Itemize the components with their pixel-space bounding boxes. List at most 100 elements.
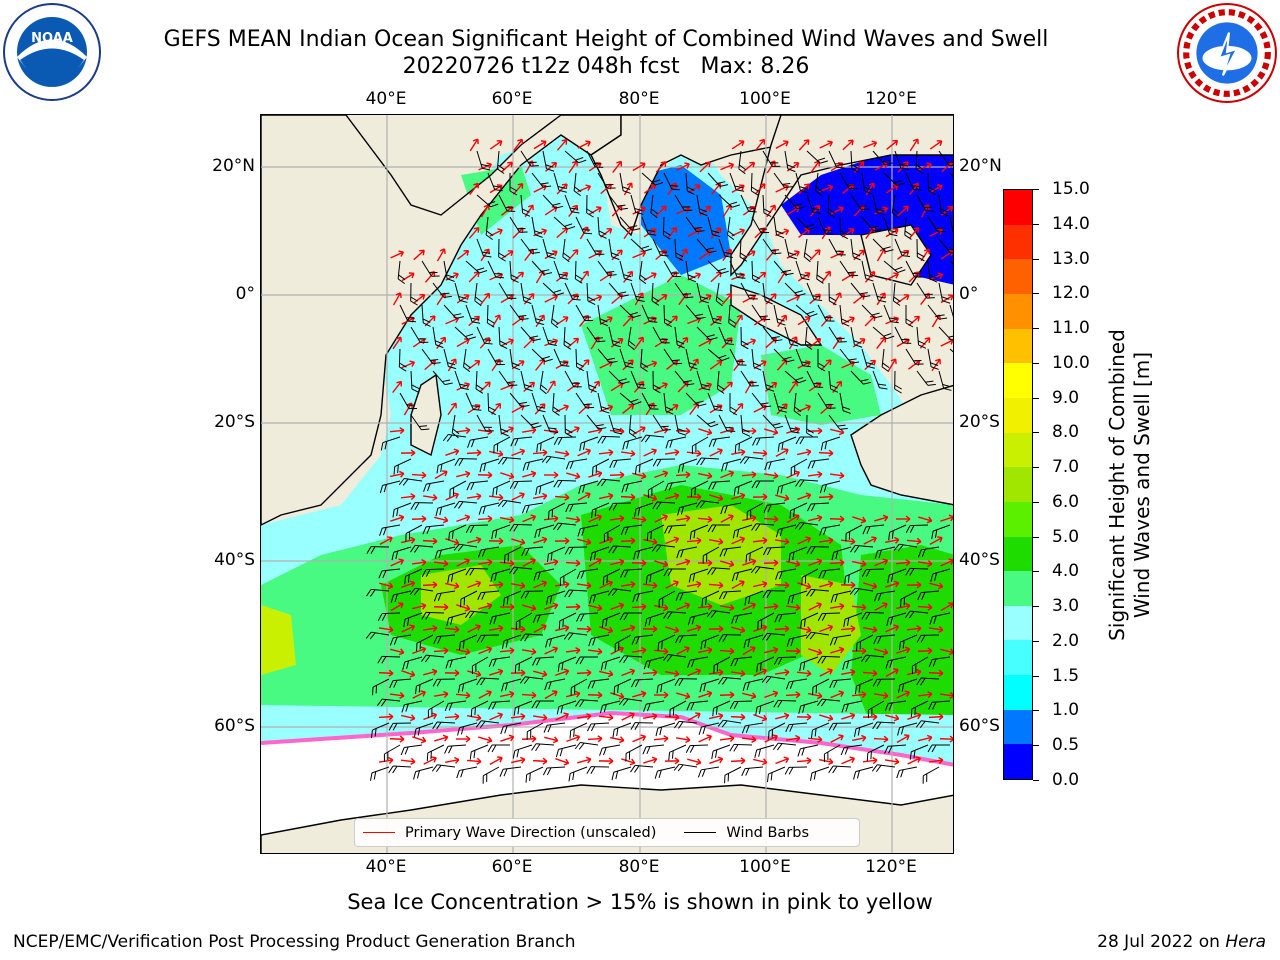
wind-barb bbox=[698, 722, 720, 735]
wave-arrow bbox=[544, 690, 558, 700]
wave-arrow bbox=[775, 756, 790, 765]
wave-arrow bbox=[555, 712, 569, 721]
wind-barb bbox=[568, 766, 588, 782]
wind-barb bbox=[839, 216, 848, 240]
wave-arrow bbox=[554, 493, 570, 501]
wind-barb bbox=[685, 172, 695, 195]
wind-barb bbox=[393, 458, 412, 475]
wave-arrow bbox=[874, 206, 889, 215]
wind-barb bbox=[841, 700, 863, 713]
wind-barb bbox=[707, 304, 722, 325]
wind-barb bbox=[378, 568, 401, 579]
wind-barb bbox=[531, 216, 543, 238]
wind-barb bbox=[545, 634, 566, 648]
wave-arrow bbox=[807, 470, 823, 479]
wind-barb bbox=[806, 150, 829, 164]
wind-barb bbox=[509, 523, 533, 532]
wave-arrow bbox=[455, 691, 471, 699]
wave-arrow bbox=[556, 139, 568, 151]
wave-arrow bbox=[480, 292, 491, 305]
wave-arrow bbox=[445, 448, 460, 456]
wind-barb bbox=[476, 326, 493, 345]
wind-barb bbox=[369, 766, 390, 781]
wave-arrow bbox=[653, 647, 669, 655]
wind-barb bbox=[655, 722, 676, 737]
wave-arrow bbox=[720, 162, 735, 171]
wave-arrow bbox=[588, 206, 602, 216]
wind-barb bbox=[929, 612, 951, 625]
wind-barb bbox=[739, 238, 748, 262]
wind-barb bbox=[784, 282, 806, 297]
wave-arrow bbox=[862, 757, 878, 765]
wind-barb bbox=[467, 436, 489, 448]
wave-arrow bbox=[466, 757, 482, 765]
wave-arrow bbox=[390, 250, 405, 259]
wave-arrow bbox=[566, 734, 581, 743]
wind-barb bbox=[413, 722, 434, 737]
wind-barb bbox=[509, 216, 528, 233]
wave-arrow bbox=[818, 493, 834, 501]
wind-barb bbox=[854, 678, 874, 695]
wave-arrow bbox=[687, 228, 701, 238]
wind-barb bbox=[493, 436, 511, 454]
wind-barb bbox=[586, 722, 610, 732]
wind-barb bbox=[652, 370, 661, 394]
wind-barb bbox=[800, 612, 819, 629]
wind-barb bbox=[674, 634, 698, 644]
wave-arrow bbox=[588, 294, 603, 303]
wind-barb bbox=[380, 436, 401, 451]
wind-barb bbox=[708, 480, 731, 490]
wind-barb bbox=[873, 590, 896, 602]
wind-barb bbox=[619, 216, 641, 231]
wave-arrow bbox=[699, 161, 711, 173]
wind-barb bbox=[928, 700, 951, 710]
wind-barb bbox=[426, 744, 445, 761]
wave-arrow bbox=[643, 360, 658, 369]
wave-arrow bbox=[555, 758, 570, 766]
wind-barb bbox=[663, 348, 683, 365]
wind-barb bbox=[843, 612, 863, 628]
wave-arrow bbox=[544, 471, 559, 479]
wave-arrow bbox=[390, 470, 405, 478]
colorbar-tick bbox=[1033, 571, 1039, 573]
wave-arrow bbox=[512, 183, 524, 195]
wind-barb bbox=[839, 348, 860, 364]
wave-arrow bbox=[686, 580, 702, 588]
wave-arrow bbox=[832, 292, 842, 306]
wave-arrow bbox=[676, 692, 691, 700]
wind-barb bbox=[400, 744, 423, 756]
wind-barb bbox=[401, 700, 423, 713]
wave-arrow bbox=[775, 712, 790, 720]
wave-arrow bbox=[444, 625, 460, 633]
wave-arrow bbox=[445, 582, 460, 590]
wind-barb bbox=[391, 546, 412, 561]
wave-arrow bbox=[612, 160, 623, 173]
colorbar-segment bbox=[1004, 536, 1032, 572]
wave-arrow bbox=[885, 668, 899, 678]
wave-arrow bbox=[786, 250, 800, 259]
wave-arrow bbox=[753, 714, 768, 722]
colorbar-tick bbox=[1033, 467, 1039, 469]
noaa-logo: NOAA bbox=[3, 3, 101, 101]
wave-arrow bbox=[763, 602, 779, 611]
wind-barb bbox=[840, 744, 863, 756]
wind-barb bbox=[588, 634, 610, 647]
wave-arrow bbox=[578, 359, 590, 371]
wind-barb bbox=[559, 568, 577, 587]
wave-arrow bbox=[378, 713, 394, 721]
wind-barb bbox=[773, 304, 786, 326]
wave-arrow bbox=[917, 690, 933, 699]
wave-arrow bbox=[467, 580, 482, 589]
wave-arrow bbox=[499, 647, 515, 655]
wind-barb bbox=[883, 172, 905, 186]
wind-barb bbox=[520, 326, 541, 342]
wind-barb bbox=[553, 348, 570, 367]
wind-barb bbox=[817, 304, 835, 322]
wave-arrow bbox=[555, 668, 570, 676]
wave-arrow bbox=[477, 427, 493, 436]
colorbar-title: Significant Height of Combined Wind Waves… bbox=[1105, 285, 1155, 685]
wave-arrow bbox=[763, 515, 779, 523]
wind-barb bbox=[520, 238, 540, 254]
wave-arrow bbox=[676, 602, 691, 611]
wave-arrow bbox=[665, 492, 680, 500]
